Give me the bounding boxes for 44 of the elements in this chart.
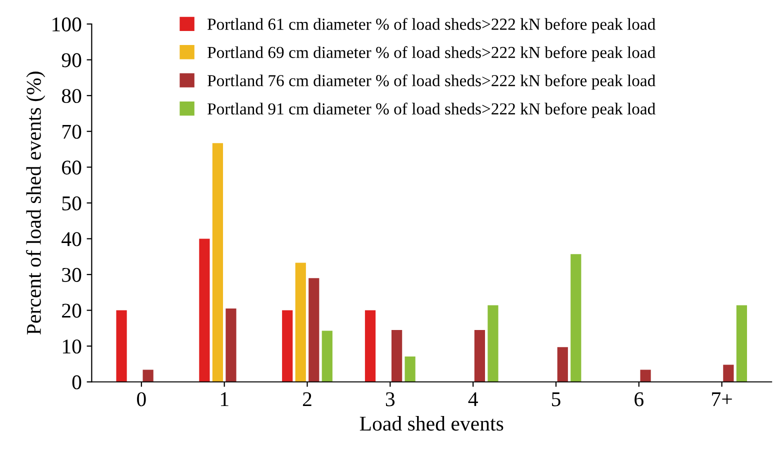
y-tick-label: 30: [62, 268, 82, 282]
bar: [282, 310, 293, 382]
y-tick-label: 90: [62, 53, 82, 68]
y-tick-label: 20: [62, 304, 82, 318]
y-tick-label: 80: [62, 88, 82, 104]
y-tick-label: 10: [62, 339, 82, 354]
y-tick-label: 100: [52, 17, 82, 32]
bar: [364, 310, 376, 382]
bar: [308, 278, 320, 382]
bar: [226, 308, 236, 382]
bar: [295, 262, 306, 382]
bar: [322, 330, 332, 382]
bar: [488, 305, 498, 382]
bar: [212, 143, 224, 382]
y-tick-label: 40: [62, 232, 82, 246]
bar: [199, 238, 210, 382]
x-axis-title: Load shed events: [360, 416, 504, 431]
y-axis-title: Percent of load shed events (%): [26, 72, 46, 335]
legend-label: Portland 76 cm diameter % of load sheds>222 kN before peak load: [208, 74, 656, 90]
legend-label: Portland 61 cm diameter % of load sheds>222 kN before peak load: [208, 18, 656, 34]
bar: [557, 347, 568, 382]
x-tick-label: 3: [386, 392, 395, 406]
bar: [570, 254, 582, 382]
bar: [474, 330, 486, 382]
bar: [723, 364, 734, 382]
x-tick-label: 2: [302, 392, 312, 406]
bar: [736, 305, 748, 382]
bar: [640, 370, 651, 382]
x-tick-label: 0: [137, 392, 146, 406]
legend-label: Portland 69 cm diameter % of load sheds>222 kN before peak load: [208, 46, 656, 62]
x-tick-label: 6: [634, 392, 644, 406]
x-tick-label: 7+: [712, 392, 732, 406]
bar: [391, 330, 402, 382]
x-tick-label: 5: [552, 392, 560, 406]
y-tick-label: 60: [62, 160, 82, 175]
bar: [404, 356, 416, 382]
y-tick-label: 70: [62, 124, 82, 139]
x-tick-label: 1: [220, 392, 228, 406]
bar: [116, 310, 127, 382]
bar: [142, 370, 154, 382]
y-tick-label: 50: [62, 196, 82, 210]
y-tick-label: 0: [72, 375, 82, 390]
x-tick-label: 4: [468, 392, 478, 406]
legend-label: Portland 91 cm diameter % of load sheds>222 kN before peak load: [208, 102, 656, 118]
